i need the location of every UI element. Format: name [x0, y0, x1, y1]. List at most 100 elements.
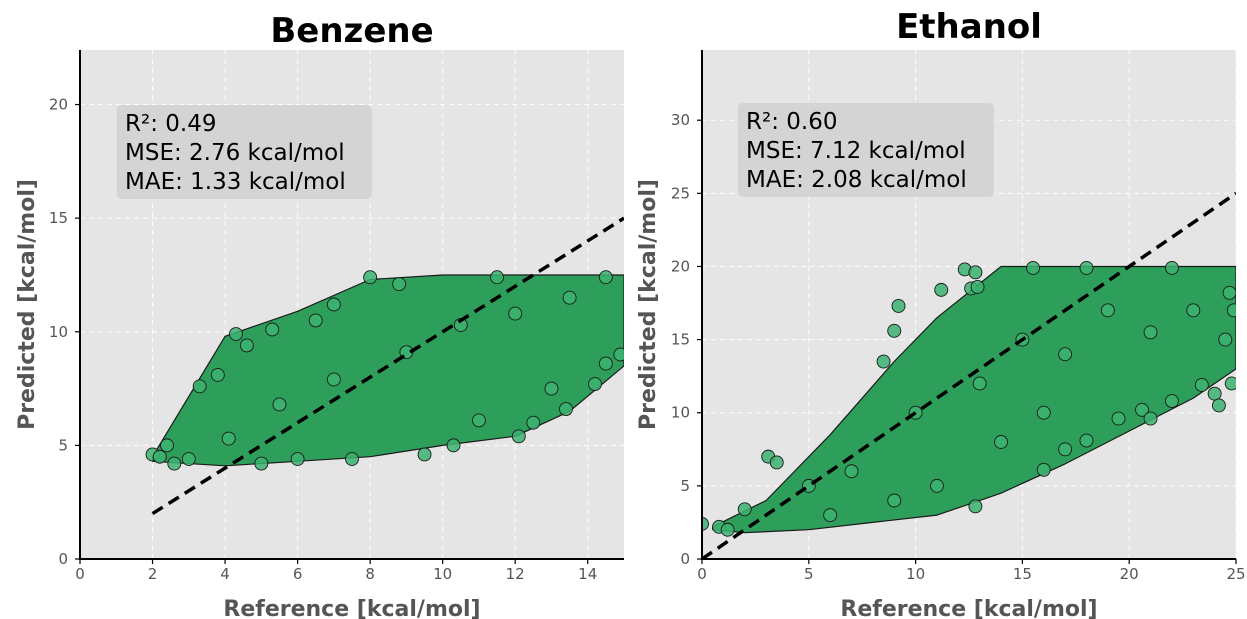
scatter-point: [1143, 325, 1158, 340]
scatter-point: [737, 502, 752, 517]
x-tick-label: 10: [433, 565, 452, 583]
scatter-point: [490, 270, 505, 285]
scatter-point: [167, 456, 182, 471]
stats-box: [738, 103, 994, 197]
x-tick-label: 15: [1013, 565, 1032, 583]
scatter-point: [1111, 411, 1126, 426]
scatter-point: [526, 415, 541, 430]
scatter-point: [290, 452, 305, 466]
y-tick-label: 15: [49, 209, 68, 227]
scatter-point: [876, 354, 891, 369]
chart-title: Ethanol: [896, 7, 1042, 47]
x-tick-label: 4: [220, 565, 230, 583]
scatter-point: [887, 323, 902, 338]
scatter-point: [345, 452, 359, 466]
scatter-point: [968, 265, 983, 280]
scatter-point: [844, 464, 859, 479]
stats-line: MSE: 7.12 kcal/mol: [746, 138, 966, 164]
scatter-point: [702, 516, 709, 531]
reference-line: [151, 216, 624, 516]
y-axis-label: Predicted [kcal/mol]: [15, 179, 40, 430]
scatter-point: [887, 493, 902, 508]
x-tick-label: 8: [365, 565, 375, 583]
scatter-point: [363, 270, 378, 285]
scatter-point: [1036, 405, 1051, 420]
x-tick-label: 12: [506, 565, 525, 583]
scatter-point: [308, 313, 323, 328]
scatter-point: [1194, 377, 1209, 392]
scatter-point: [1224, 376, 1236, 391]
scatter-point: [613, 347, 624, 362]
scatter-point: [417, 447, 432, 462]
scatter-point: [544, 381, 559, 396]
scatter-point: [446, 438, 461, 453]
benzene-panel: 0 2 4 6 8 10 12 14 0 5 10 15 20 R²: 0.49 MSE: 2.76 kca…: [15, 11, 624, 619]
scatter-point: [392, 277, 407, 291]
x-axis-label: Reference [kcal/mol]: [223, 597, 480, 619]
scatter-point: [559, 402, 573, 416]
scatter-point: [508, 306, 523, 321]
scatter-point: [970, 279, 985, 294]
scatter-point: [1100, 303, 1115, 318]
scatter-point: [326, 297, 341, 312]
scatter-point: [239, 338, 254, 353]
scatter-point: [1079, 433, 1094, 448]
y-tick-label: 30: [671, 111, 690, 129]
x-axis-label: Reference [kcal/mol]: [840, 597, 1097, 619]
scatter-point: [1207, 386, 1222, 401]
scatter-point: [1222, 285, 1236, 300]
scatter-point: [181, 452, 196, 466]
y-tick-label: 10: [671, 404, 690, 422]
scatter-point: [769, 455, 784, 470]
scatter-point: [511, 429, 526, 444]
x-tick-label: 5: [804, 565, 814, 583]
scatter-point: [968, 499, 983, 514]
scatter-point: [152, 449, 167, 464]
scatter-point: [1211, 398, 1226, 413]
scatter-point: [1058, 347, 1073, 362]
scatter-point: [930, 478, 944, 493]
scatter-point: [720, 522, 735, 537]
scatter-point: [160, 438, 174, 453]
scatter-point: [972, 376, 987, 391]
x-tick-label: 20: [1120, 565, 1139, 583]
scatter-point: [823, 508, 838, 523]
scatter-point: [1218, 332, 1233, 347]
scatter-point: [891, 299, 906, 313]
y-tick-label: 10: [49, 323, 68, 341]
scatter-point: [1058, 442, 1073, 457]
scatter-point: [598, 270, 613, 285]
scatter-point: [1226, 303, 1236, 318]
stats-line: MAE: 1.33 kcal/mol: [125, 169, 346, 195]
reference-line: [702, 191, 1236, 559]
ethanol-panel: 0 5 10 15 20 25 0 5 10 15 20 25 30 R²: 0.60 MSE: 7.12 …: [636, 7, 1246, 619]
y-tick-label: 15: [671, 331, 690, 349]
y-tick-label: 0: [58, 550, 68, 568]
scatter-point: [1164, 260, 1179, 275]
x-tick-label: 25: [1226, 565, 1245, 583]
scatter-point: [1036, 462, 1051, 477]
scatter-point: [934, 282, 949, 297]
stats-box: [117, 105, 372, 199]
scatter-point: [210, 367, 225, 382]
y-tick-label: 0: [680, 550, 690, 568]
scatter-point: [1164, 394, 1179, 408]
y-tick-label: 5: [680, 477, 690, 495]
scatter-point: [272, 397, 287, 412]
scatter-point: [1143, 411, 1158, 426]
x-tick-label: 6: [293, 565, 303, 583]
scatter-point: [598, 356, 613, 371]
scatter-point: [1079, 260, 1094, 275]
x-tick-label: 10: [906, 565, 925, 583]
scatter-point: [254, 456, 269, 471]
scatter-point: [471, 413, 486, 428]
scatter-point: [326, 372, 341, 387]
scatter-point: [588, 377, 602, 391]
y-axis-label: Predicted [kcal/mol]: [636, 179, 661, 430]
x-tick-label: 2: [148, 565, 158, 583]
x-tick-label: 0: [75, 565, 85, 583]
scatter-point: [994, 435, 1008, 449]
x-tick-label: 14: [578, 565, 597, 583]
scatter-point: [265, 322, 280, 337]
